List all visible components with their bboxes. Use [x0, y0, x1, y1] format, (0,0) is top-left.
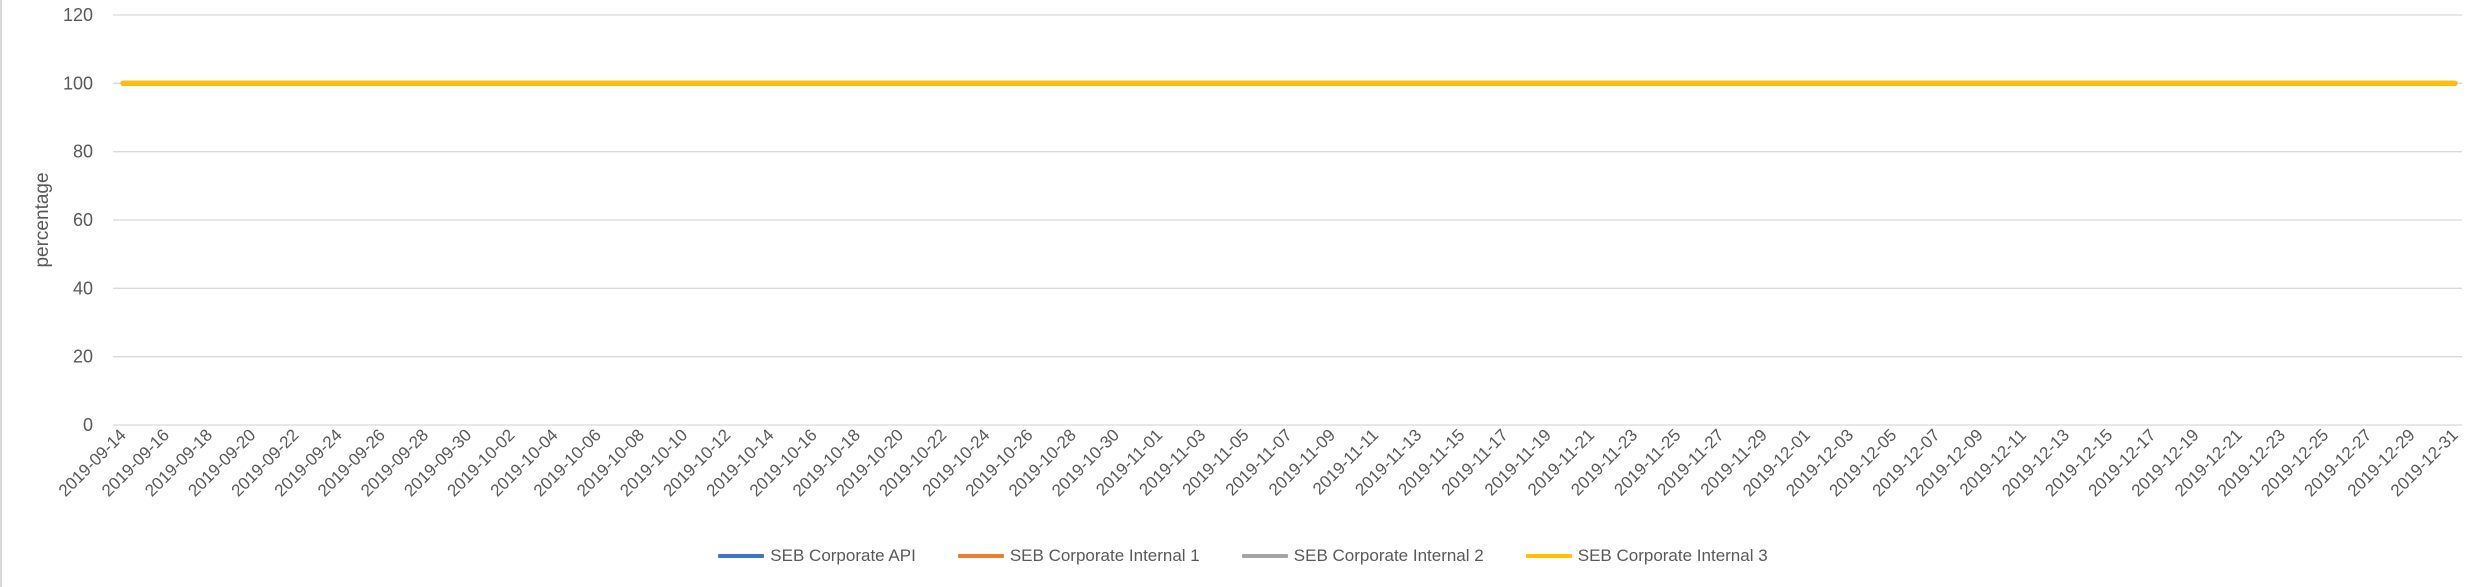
- y-tick-label: 20: [73, 347, 93, 367]
- y-tick-label: 60: [73, 210, 93, 230]
- y-tick-label: 120: [63, 5, 93, 25]
- legend-swatch: [957, 554, 1004, 558]
- y-tick-label: 40: [73, 278, 93, 298]
- y-tick-label: 80: [73, 142, 93, 162]
- legend-label: SEB Corporate Internal 1: [1009, 546, 1200, 565]
- legend-item: SEB Corporate Internal 3: [1525, 546, 1768, 566]
- legend-item: SEB Corporate Internal 1: [957, 546, 1200, 566]
- legend-label: SEB Corporate Internal 3: [1577, 546, 1768, 565]
- chart-frame-edge: [0, 0, 2, 587]
- legend-label: SEB Corporate Internal 2: [1293, 546, 1484, 565]
- x-axis-ticks: 2019-09-142019-09-162019-09-182019-09-20…: [55, 425, 2462, 500]
- legend-swatch: [1525, 554, 1572, 558]
- chart-legend: SEB Corporate API SEB Corporate Internal …: [0, 544, 2486, 568]
- legend-swatch: [1241, 554, 1288, 558]
- y-axis-ticks: 0 20 40 60 80 100 120: [63, 5, 93, 435]
- legend-item: SEB Corporate Internal 2: [1241, 546, 1484, 566]
- legend-label: SEB Corporate API: [770, 546, 916, 565]
- y-tick-label: 0: [83, 415, 93, 435]
- legend-swatch: [718, 554, 765, 558]
- gridlines: [113, 14, 2462, 426]
- y-axis-label: percentage: [32, 172, 53, 267]
- y-tick-label: 100: [63, 73, 93, 93]
- legend-item: SEB Corporate API: [718, 546, 916, 566]
